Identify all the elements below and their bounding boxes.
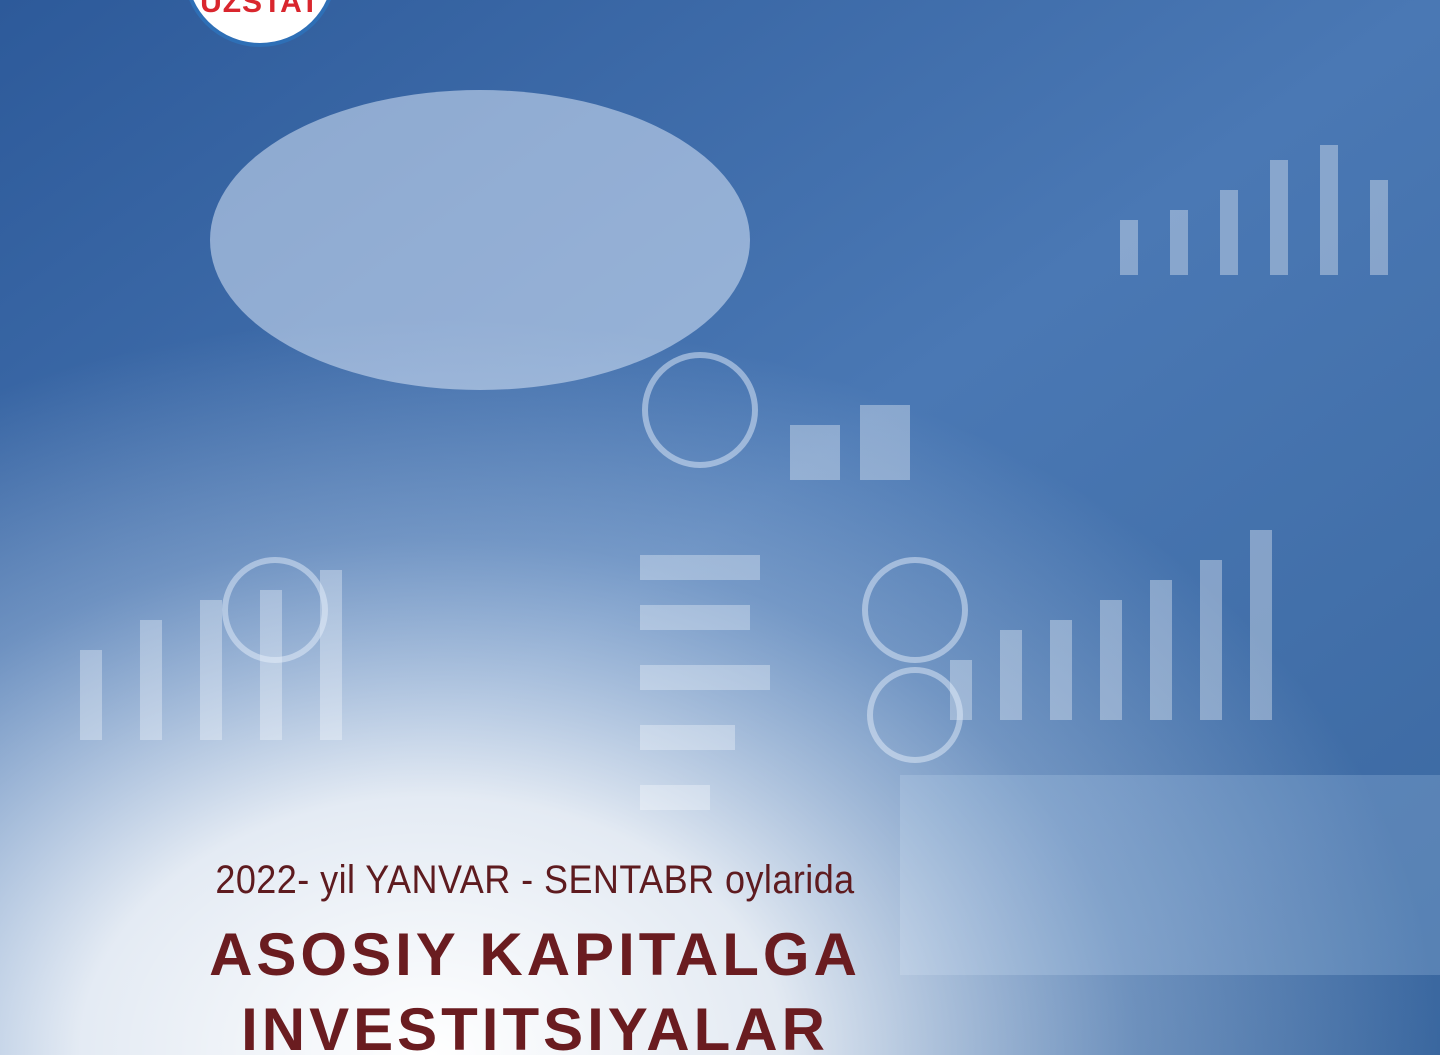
subtitle: 2022- yil YANVAR - SENTABR oylarida: [215, 858, 855, 902]
logo-circle: [191, 0, 329, 45]
title-line: ASOSIY KAPITALGA: [209, 921, 861, 988]
title-line: INVESTITSIYALAR: [241, 996, 829, 1055]
logo-text: UZSTAT: [200, 0, 320, 19]
logo-ring: [189, 0, 331, 47]
